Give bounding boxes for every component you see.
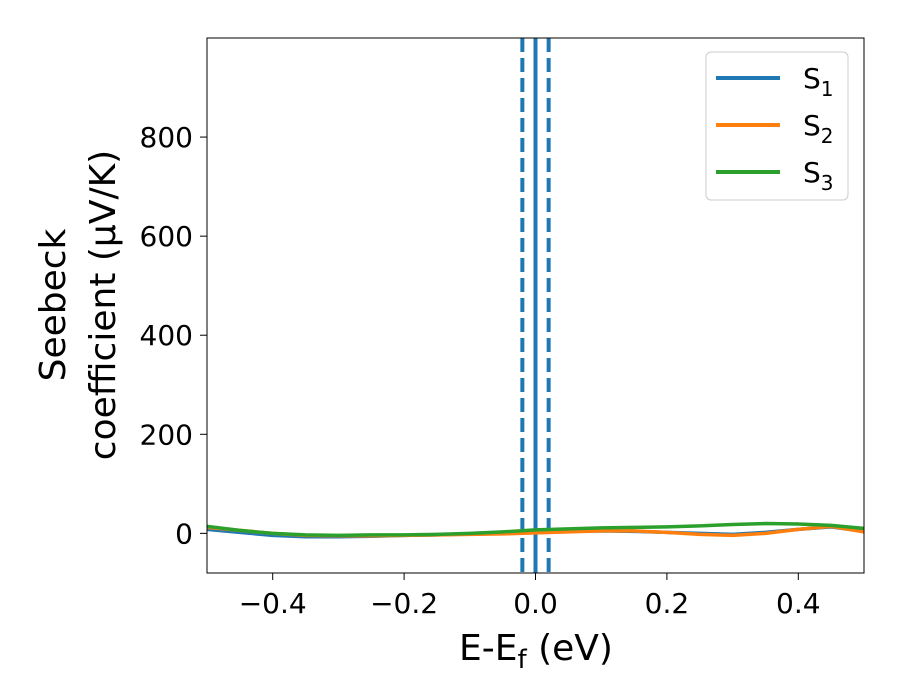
series-line-s3 xyxy=(207,521,864,538)
x-axis-label: E-Ef (eV) xyxy=(459,628,613,675)
x-tick-label: 0.4 xyxy=(776,587,821,620)
y-tick-label: 0 xyxy=(175,517,193,550)
y-axis-ticks: 0 200 400 600 800 xyxy=(140,121,207,550)
legend-label-s2: S2 xyxy=(803,109,834,148)
legend-label-s1: S1 xyxy=(803,62,834,101)
y-tick-label: 800 xyxy=(140,121,193,154)
x-axis-ticks: −0.4 −0.2 0.0 0.2 0.4 xyxy=(239,573,821,620)
y-tick-label: 600 xyxy=(140,220,193,253)
vertical-lines xyxy=(520,38,551,573)
y-tick-label: 200 xyxy=(140,418,193,451)
legend: S1 S2 S3 xyxy=(705,51,849,201)
x-tick-label: 0.0 xyxy=(513,587,558,620)
legend-label-s3: S3 xyxy=(803,156,834,195)
y-axis-label-line2: coefficient (μV/K) xyxy=(83,150,124,460)
series-lines xyxy=(207,521,864,539)
x-axis-label-tail: (eV) xyxy=(527,628,613,669)
x-axis-label-sub: f xyxy=(518,645,528,675)
x-tick-label: −0.2 xyxy=(370,587,438,620)
y-axis-label-line1: Seebeck xyxy=(33,228,74,381)
x-axis-label-main: E-E xyxy=(459,628,517,669)
x-tick-label: 0.2 xyxy=(645,587,690,620)
x-tick-label: −0.4 xyxy=(239,587,307,620)
y-tick-label: 400 xyxy=(140,319,193,352)
